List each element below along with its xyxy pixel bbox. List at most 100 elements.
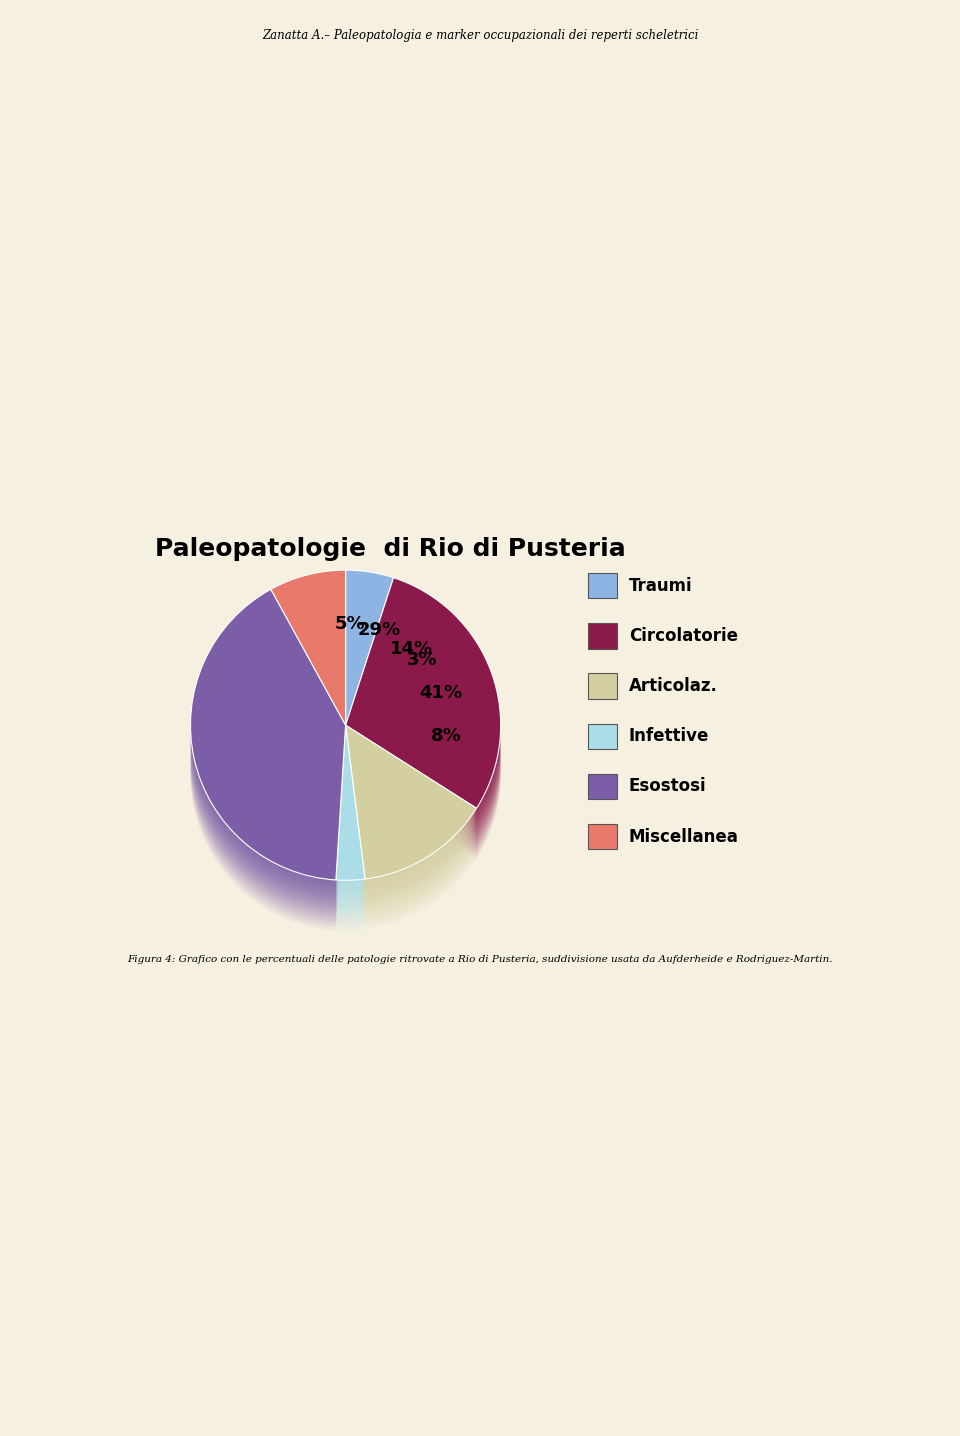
Wedge shape (336, 742, 365, 898)
Text: Figura 4: Grafico con le percentuali delle patologie ritrovate a Rio di Pusteria: Figura 4: Grafico con le percentuali del… (128, 955, 832, 964)
Wedge shape (346, 620, 394, 775)
Wedge shape (346, 597, 501, 827)
Text: Paleopatologie  di Rio di Pusteria: Paleopatologie di Rio di Pusteria (156, 537, 626, 561)
Wedge shape (346, 755, 476, 910)
Wedge shape (336, 758, 365, 913)
Wedge shape (336, 748, 365, 903)
Wedge shape (336, 750, 365, 905)
Wedge shape (271, 603, 346, 758)
Wedge shape (336, 764, 365, 919)
Wedge shape (336, 740, 365, 895)
Wedge shape (346, 609, 394, 764)
Wedge shape (346, 609, 501, 839)
Wedge shape (346, 592, 501, 823)
Wedge shape (190, 597, 346, 889)
Wedge shape (346, 589, 501, 820)
Text: 3%: 3% (407, 651, 438, 669)
Wedge shape (346, 752, 476, 908)
Text: Traumi: Traumi (629, 577, 692, 595)
Text: Esostosi: Esostosi (629, 777, 707, 796)
Wedge shape (346, 773, 476, 926)
Wedge shape (346, 579, 394, 734)
Wedge shape (346, 593, 394, 748)
Wedge shape (346, 576, 394, 731)
Text: 29%: 29% (358, 622, 401, 639)
Wedge shape (346, 748, 476, 902)
Text: 5%: 5% (335, 616, 366, 633)
Wedge shape (346, 587, 394, 742)
Wedge shape (346, 740, 476, 893)
Wedge shape (346, 615, 501, 844)
Wedge shape (271, 590, 346, 745)
Wedge shape (346, 622, 501, 853)
Wedge shape (346, 725, 476, 879)
Wedge shape (336, 770, 365, 925)
Wedge shape (346, 612, 394, 767)
Text: Zanatta A.– Paleopatologia e marker occupazionali dei reperti scheletrici: Zanatta A.– Paleopatologia e marker occu… (262, 29, 698, 42)
Wedge shape (336, 767, 365, 922)
Wedge shape (346, 583, 501, 814)
Wedge shape (190, 603, 346, 895)
Wedge shape (336, 773, 365, 928)
Wedge shape (336, 775, 365, 931)
Wedge shape (346, 612, 501, 841)
Wedge shape (336, 731, 365, 886)
Wedge shape (271, 615, 346, 770)
Wedge shape (346, 764, 476, 918)
Wedge shape (271, 595, 346, 750)
Wedge shape (271, 620, 346, 775)
Wedge shape (346, 600, 501, 830)
Wedge shape (346, 590, 394, 745)
Wedge shape (346, 603, 501, 833)
Wedge shape (190, 620, 346, 910)
Wedge shape (346, 731, 476, 885)
Wedge shape (346, 606, 394, 761)
Wedge shape (271, 617, 346, 773)
Wedge shape (190, 612, 346, 902)
Wedge shape (271, 606, 346, 761)
Wedge shape (336, 761, 365, 916)
Wedge shape (271, 587, 346, 742)
Text: 14%: 14% (390, 640, 433, 658)
Wedge shape (346, 737, 476, 890)
Wedge shape (190, 589, 346, 880)
Wedge shape (190, 623, 346, 913)
Wedge shape (346, 728, 476, 882)
Wedge shape (346, 767, 476, 920)
Wedge shape (346, 606, 501, 836)
Wedge shape (271, 600, 346, 755)
Wedge shape (346, 617, 501, 847)
Wedge shape (346, 595, 501, 826)
Wedge shape (271, 612, 346, 767)
Wedge shape (190, 617, 346, 908)
Wedge shape (346, 758, 476, 912)
Wedge shape (336, 725, 365, 880)
Wedge shape (346, 745, 476, 899)
Wedge shape (190, 595, 346, 886)
FancyBboxPatch shape (588, 573, 616, 599)
Wedge shape (190, 626, 346, 916)
FancyBboxPatch shape (588, 724, 616, 748)
Text: Articolaz.: Articolaz. (629, 678, 718, 695)
Wedge shape (346, 619, 501, 850)
Wedge shape (190, 636, 346, 928)
Wedge shape (271, 576, 346, 731)
Wedge shape (346, 603, 394, 758)
Wedge shape (190, 629, 346, 919)
FancyBboxPatch shape (588, 673, 616, 699)
Wedge shape (271, 597, 346, 752)
Wedge shape (346, 586, 501, 817)
Wedge shape (346, 775, 476, 929)
FancyBboxPatch shape (588, 623, 616, 649)
Text: Infettive: Infettive (629, 727, 709, 745)
Wedge shape (336, 745, 365, 900)
Wedge shape (271, 584, 346, 740)
Wedge shape (190, 600, 346, 892)
Wedge shape (336, 755, 365, 910)
Wedge shape (336, 737, 365, 892)
Wedge shape (190, 615, 346, 905)
Wedge shape (190, 592, 346, 883)
Wedge shape (346, 600, 394, 755)
Wedge shape (346, 617, 394, 773)
Wedge shape (346, 582, 394, 737)
